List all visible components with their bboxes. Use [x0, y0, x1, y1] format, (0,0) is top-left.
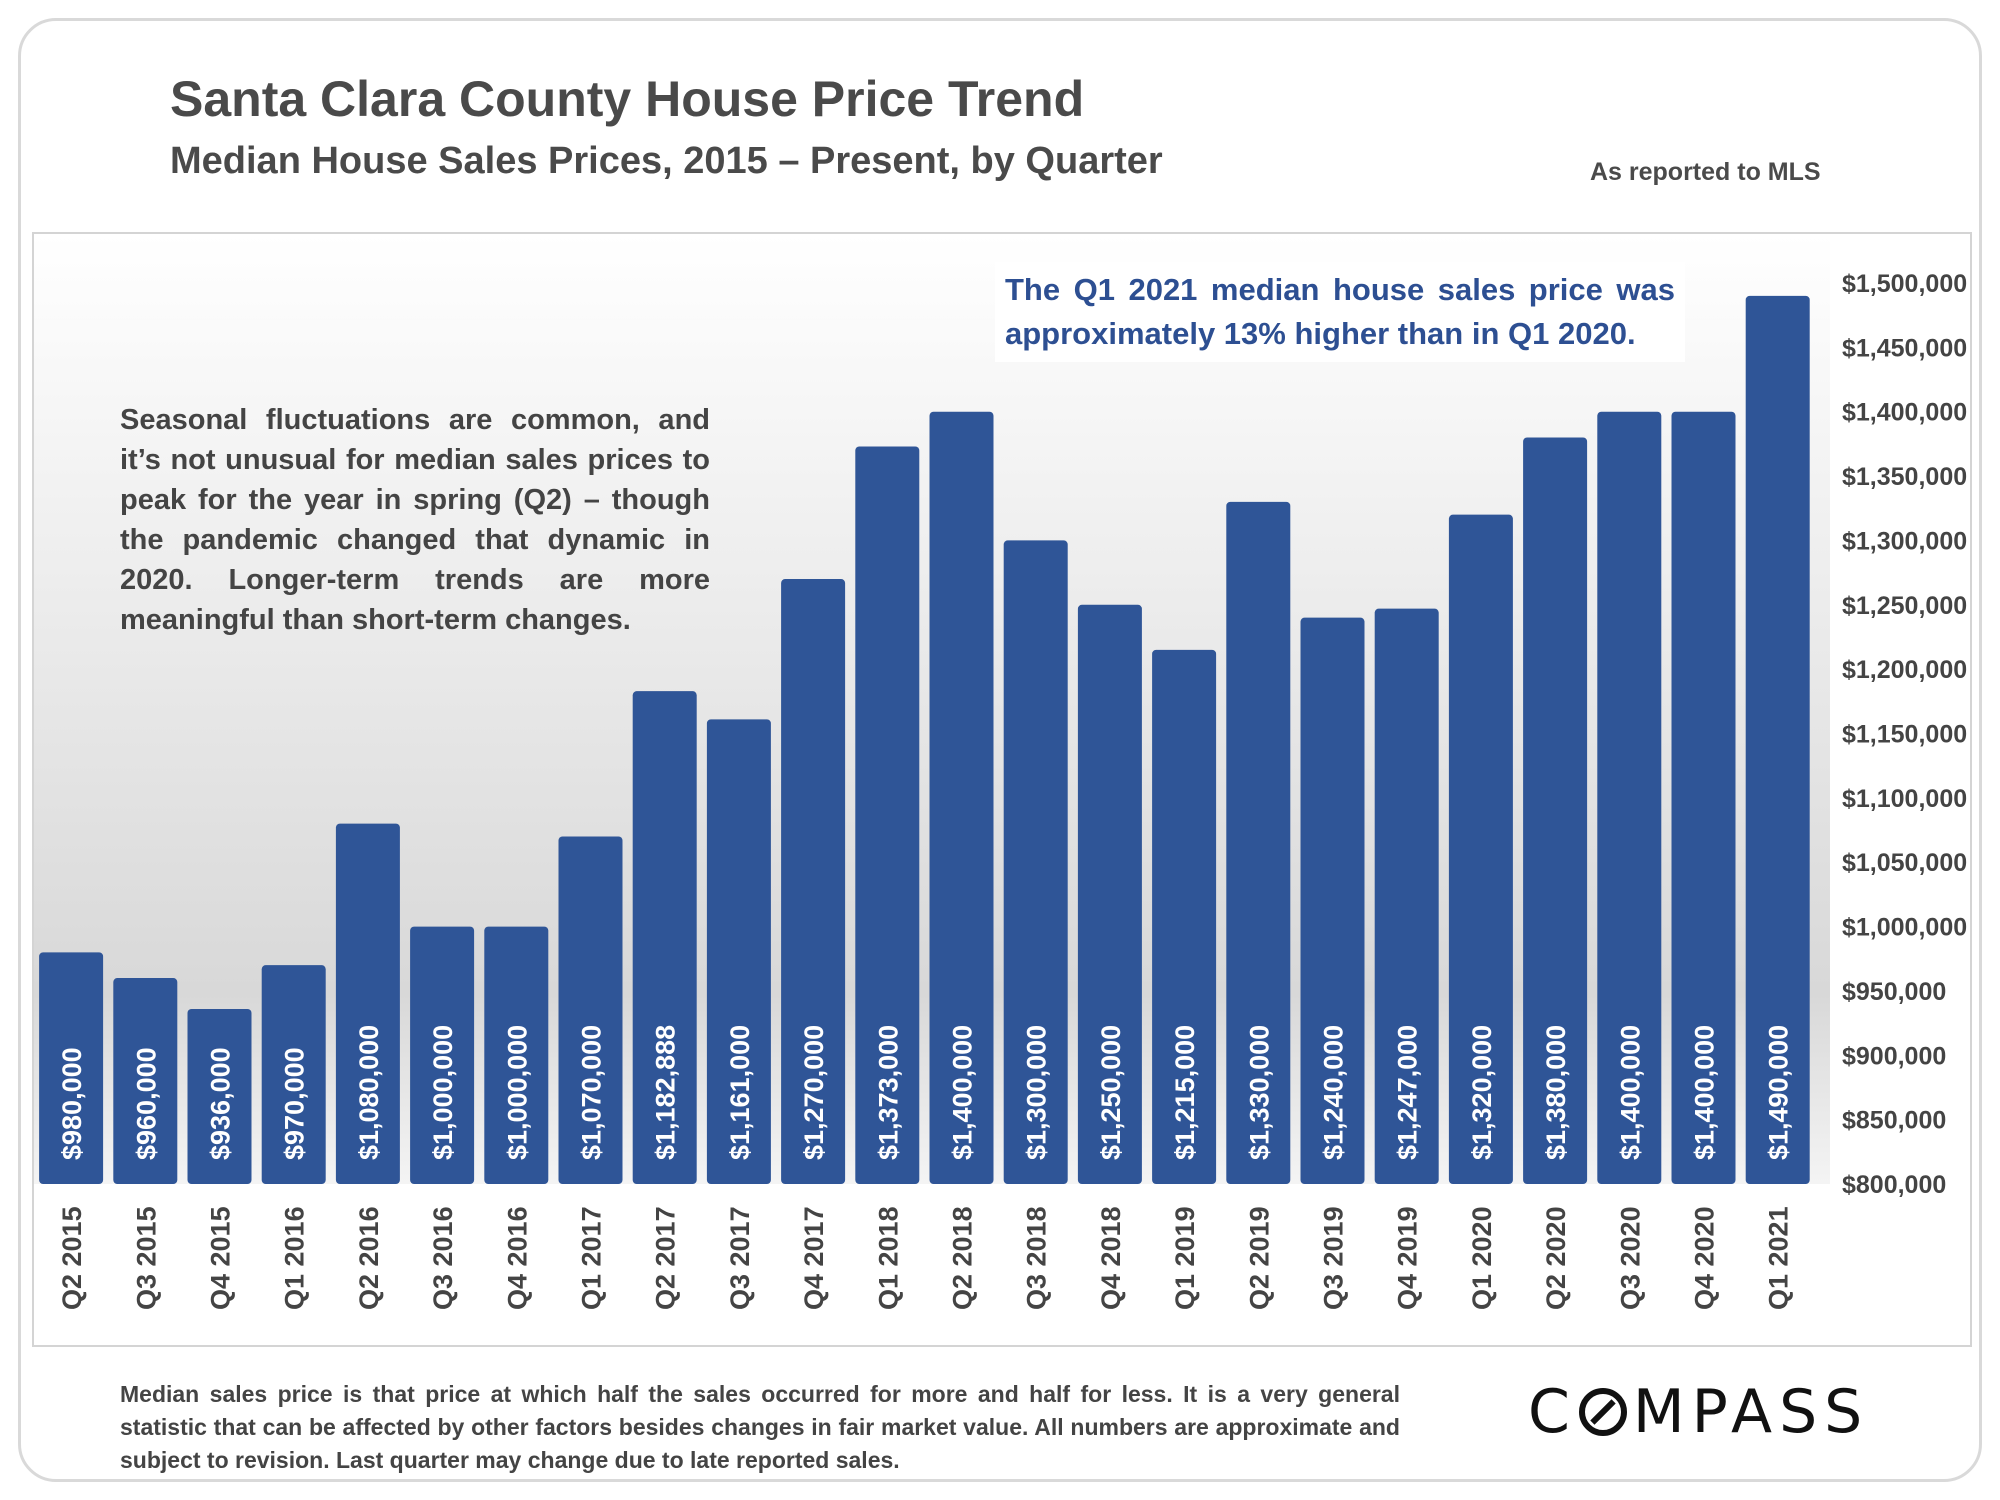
- bar-value-label: $970,000: [280, 1047, 310, 1160]
- page-title: Santa Clara County House Price Trend: [170, 71, 1085, 127]
- bar-value-label: $1,400,000: [948, 1025, 978, 1160]
- bar-q4-2017: [781, 579, 846, 1184]
- y-tick-label: $1,100,000: [1842, 785, 1967, 813]
- bar-value-label: $980,000: [57, 1047, 87, 1160]
- x-tick-label: Q4 2020: [1690, 1206, 1720, 1310]
- x-tick-label: Q4 2018: [1096, 1206, 1126, 1310]
- bar-q4-2019: [1374, 608, 1439, 1184]
- bar-q3-2019: [1300, 617, 1365, 1184]
- x-tick-label: Q1 2019: [1170, 1206, 1200, 1310]
- chart-frame: [32, 232, 1972, 1347]
- y-tick-label: $1,250,000: [1842, 592, 1967, 620]
- bar-q1-2019: [1152, 649, 1217, 1184]
- bar-value-label: $1,400,000: [1615, 1025, 1645, 1160]
- bar-value-label: $1,330,000: [1244, 1025, 1274, 1160]
- bar-value-label: $1,161,000: [725, 1025, 755, 1160]
- bar-q2-2018: [929, 411, 994, 1184]
- x-tick-label: Q3 2019: [1319, 1206, 1349, 1310]
- y-tick-label: $950,000: [1842, 978, 1946, 1006]
- y-tick-label: $1,050,000: [1842, 849, 1967, 877]
- y-tick-label: $800,000: [1842, 1171, 1946, 1199]
- bar-q1-2017: [558, 836, 623, 1184]
- bar-q2-2019: [1226, 501, 1291, 1184]
- x-tick-label: Q1 2020: [1467, 1206, 1497, 1310]
- x-tick-label: Q1 2017: [577, 1206, 607, 1310]
- bar-q2-2017: [632, 691, 697, 1184]
- annotation-note: Seasonal fluctuations are common, and it…: [120, 404, 710, 636]
- bar-value-label: $1,400,000: [1690, 1025, 1720, 1160]
- bar-q3-2015: [113, 978, 178, 1184]
- bar-q1-2020: [1448, 514, 1513, 1184]
- bar-value-label: $1,070,000: [577, 1025, 607, 1160]
- x-tick-label: Q1 2016: [280, 1206, 310, 1310]
- bar-value-label: $1,247,000: [1393, 1025, 1423, 1160]
- x-tick-label: Q3 2018: [1022, 1206, 1052, 1310]
- x-tick-label: Q2 2020: [1541, 1206, 1571, 1310]
- bar-value-label: $1,320,000: [1467, 1025, 1497, 1160]
- bar-value-label: $1,373,000: [873, 1025, 903, 1160]
- y-tick-label: $1,350,000: [1842, 463, 1967, 491]
- bar-value-label: $1,215,000: [1170, 1025, 1200, 1160]
- bar-q4-2015: [187, 1008, 252, 1184]
- bar-value-label: $1,000,000: [502, 1025, 532, 1160]
- bar-q3-2018: [1003, 540, 1068, 1184]
- bar-value-label: $936,000: [206, 1047, 236, 1160]
- bar-value-label: $960,000: [131, 1047, 161, 1160]
- x-tick-label: Q2 2018: [948, 1206, 978, 1310]
- x-tick-label: Q3 2020: [1615, 1206, 1645, 1310]
- bar-q4-2018: [1077, 604, 1142, 1184]
- compass-o-icon: [1578, 1388, 1627, 1436]
- bar-q1-2021: [1745, 295, 1810, 1184]
- x-tick-label: Q2 2015: [57, 1206, 87, 1310]
- bar-value-label: $1,182,888: [651, 1025, 681, 1160]
- bar-value-label: $1,490,000: [1764, 1025, 1794, 1160]
- bar-value-label: $1,000,000: [428, 1025, 458, 1160]
- bar-value-label: $1,380,000: [1541, 1025, 1571, 1160]
- x-tick-label: Q3 2016: [428, 1206, 458, 1310]
- bar-q3-2016: [410, 926, 475, 1184]
- y-tick-label: $900,000: [1842, 1042, 1946, 1070]
- annotation-callout: The Q1 2021 median house sales price was…: [995, 262, 1685, 362]
- bar-value-label: $1,300,000: [1022, 1025, 1052, 1160]
- bar-q3-2020: [1597, 411, 1662, 1184]
- x-tick-label: Q2 2017: [651, 1206, 681, 1310]
- y-tick-label: $1,200,000: [1842, 656, 1967, 684]
- footnote: Median sales price is that price at whic…: [120, 1381, 1400, 1473]
- x-tick-label: Q3 2017: [725, 1206, 755, 1310]
- x-tick-label: Q4 2016: [502, 1206, 532, 1310]
- bar-q1-2018: [855, 446, 920, 1184]
- bar-q2-2016: [335, 823, 400, 1184]
- x-tick-label: Q4 2017: [799, 1206, 829, 1310]
- y-tick-label: $850,000: [1842, 1107, 1946, 1135]
- bar-value-label: $1,080,000: [354, 1025, 384, 1160]
- bar-value-label: $1,270,000: [799, 1025, 829, 1160]
- x-tick-label: Q4 2015: [206, 1206, 236, 1310]
- x-tick-label: Q1 2021: [1764, 1206, 1794, 1310]
- y-tick-label: $1,300,000: [1842, 527, 1967, 555]
- x-tick-label: Q1 2018: [873, 1206, 903, 1310]
- x-tick-label: Q4 2019: [1393, 1206, 1423, 1310]
- compass-logo: C MPASS: [1528, 1372, 1900, 1452]
- y-tick-label: $1,000,000: [1842, 914, 1967, 942]
- x-tick-label: Q2 2016: [354, 1206, 384, 1310]
- y-tick-label: $1,450,000: [1842, 334, 1967, 362]
- logo-text-end: MPASS: [1632, 1377, 1870, 1447]
- source-note: As reported to MLS: [1590, 158, 1821, 186]
- bar-q4-2020: [1671, 411, 1736, 1184]
- page-subtitle: Median House Sales Prices, 2015 – Presen…: [170, 140, 1163, 182]
- bar-value-label: $1,240,000: [1319, 1025, 1349, 1160]
- bar-q4-2016: [484, 926, 549, 1184]
- bar-q2-2015: [39, 952, 104, 1184]
- bar-q2-2020: [1523, 437, 1588, 1184]
- y-tick-label: $1,500,000: [1842, 270, 1967, 298]
- bar-value-label: $1,250,000: [1096, 1025, 1126, 1160]
- y-tick-label: $1,400,000: [1842, 399, 1967, 427]
- bar-q3-2017: [706, 719, 771, 1184]
- logo-text-start: C: [1528, 1377, 1577, 1447]
- x-tick-label: Q3 2015: [131, 1206, 161, 1310]
- x-tick-label: Q2 2019: [1244, 1206, 1274, 1310]
- y-tick-label: $1,150,000: [1842, 721, 1967, 749]
- bar-q1-2016: [261, 965, 326, 1184]
